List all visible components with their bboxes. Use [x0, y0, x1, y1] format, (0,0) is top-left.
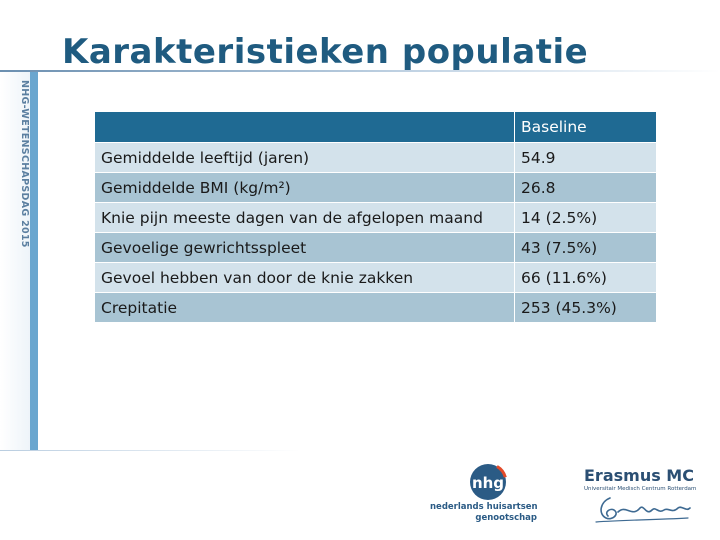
erasmus-mc-subtitle: Universitair Medisch Centrum Rotterdam [584, 486, 697, 492]
table-row: Gevoelige gewrichtsspleet 43 (7.5%) [94, 232, 657, 263]
characteristics-table: Baseline Gemiddelde leeftijd (jaren) 54.… [94, 111, 657, 323]
row-value: 26.8 [514, 172, 657, 203]
sidebar-base-line [0, 450, 300, 451]
table-row: Gevoel hebben van door de knie zakken 66… [94, 262, 657, 293]
nhg-logo-line2: genootschap [475, 513, 537, 523]
row-value: 43 (7.5%) [514, 232, 657, 263]
erasmus-mc-logo: Erasmus MC Universitair Medisch Centrum … [578, 466, 698, 530]
row-label: Crepitatie [94, 292, 515, 323]
row-label: Gevoelige gewrichtsspleet [94, 232, 515, 263]
header-cell-label [94, 111, 515, 143]
table-row: Gemiddelde leeftijd (jaren) 54.9 [94, 142, 657, 173]
row-label: Gemiddelde leeftijd (jaren) [94, 142, 515, 173]
svg-text:nhg: nhg [472, 474, 504, 492]
nhg-logo-mark-icon: nhg [468, 462, 508, 502]
row-label: Gevoel hebben van door de knie zakken [94, 262, 515, 293]
header-cell-baseline: Baseline [514, 111, 657, 143]
erasmus-signature-icon [595, 497, 691, 523]
erasmus-mc-name: Erasmus MC [584, 466, 694, 485]
table-row: Knie pijn meeste dagen van de afgelopen … [94, 202, 657, 233]
row-label: Gemiddelde BMI (kg/m²) [94, 172, 515, 203]
row-value: 54.9 [514, 142, 657, 173]
table-row: Crepitatie 253 (45.3%) [94, 292, 657, 323]
table-row: Gemiddelde BMI (kg/m²) 26.8 [94, 172, 657, 203]
table-header-row: Baseline [94, 111, 657, 143]
row-value: 253 (45.3%) [514, 292, 657, 323]
title-divider [0, 70, 720, 72]
row-value: 66 (11.6%) [514, 262, 657, 293]
nhg-logo: nhg nederlands huisartsen genootschap [430, 462, 545, 530]
row-value: 14 (2.5%) [514, 202, 657, 233]
sidebar-background [0, 72, 30, 450]
nhg-logo-line1: nederlands huisartsen [430, 502, 538, 512]
sidebar-label: NHG-WETENSCHAPSDAG 2015 [19, 80, 30, 248]
row-label: Knie pijn meeste dagen van de afgelopen … [94, 202, 515, 233]
sidebar-accent-bar [30, 72, 38, 450]
slide-title: Karakteristieken populatie [62, 32, 589, 72]
